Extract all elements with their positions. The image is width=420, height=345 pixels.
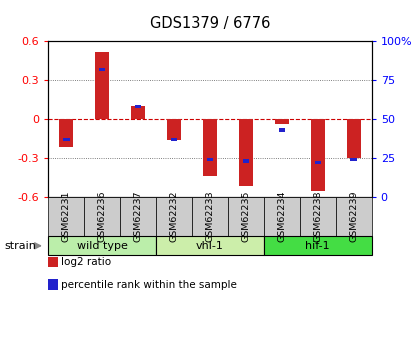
Text: strain: strain xyxy=(4,241,36,251)
Text: GSM62239: GSM62239 xyxy=(349,191,358,242)
Bar xyxy=(239,119,253,186)
Bar xyxy=(351,158,357,161)
Bar xyxy=(99,68,105,71)
Text: percentile rank within the sample: percentile rank within the sample xyxy=(61,280,237,289)
Bar xyxy=(278,128,285,131)
Text: GSM62237: GSM62237 xyxy=(134,191,143,242)
Bar xyxy=(95,52,109,119)
Text: GSM62231: GSM62231 xyxy=(62,191,71,242)
Bar xyxy=(63,138,69,141)
Bar xyxy=(131,106,145,119)
Bar xyxy=(311,119,325,191)
Text: log2 ratio: log2 ratio xyxy=(61,257,111,267)
Text: GSM62236: GSM62236 xyxy=(98,191,107,242)
Text: hif-1: hif-1 xyxy=(305,241,330,251)
Text: GSM62234: GSM62234 xyxy=(277,191,286,242)
Bar xyxy=(59,119,74,148)
Bar xyxy=(167,119,181,140)
Bar xyxy=(135,105,142,108)
Bar xyxy=(243,159,249,162)
Bar xyxy=(315,161,321,164)
Text: GSM62232: GSM62232 xyxy=(170,191,178,242)
Text: GDS1379 / 6776: GDS1379 / 6776 xyxy=(150,16,270,30)
Text: GSM62238: GSM62238 xyxy=(313,191,322,242)
Bar xyxy=(346,119,361,158)
Text: wild type: wild type xyxy=(77,241,128,251)
Bar xyxy=(207,158,213,161)
Text: GSM62233: GSM62233 xyxy=(205,191,215,242)
Bar xyxy=(203,119,217,176)
Bar xyxy=(275,119,289,124)
Bar xyxy=(171,138,177,141)
Text: vhl-1: vhl-1 xyxy=(196,241,224,251)
Text: GSM62235: GSM62235 xyxy=(241,191,250,242)
